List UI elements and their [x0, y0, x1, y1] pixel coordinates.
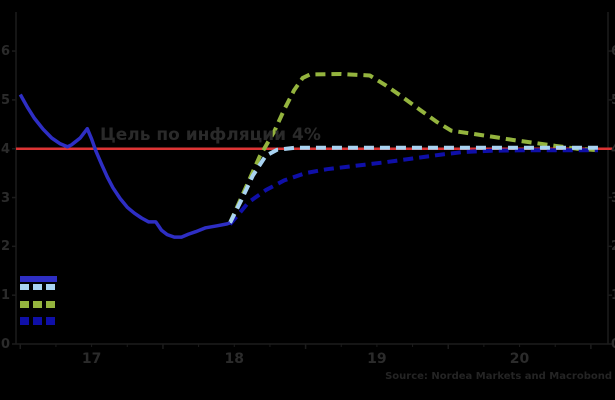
y-tick-label-left: 6 [1, 44, 11, 60]
legend-forecast-light-blue-swatch [20, 284, 57, 290]
legend-forecast-green-swatch [20, 301, 57, 308]
series-forecast-navy-dashed [228, 148, 598, 226]
series-forecast-green-dashed [228, 72, 599, 224]
inflation-target-annotation: Цель по инфляции 4% [100, 125, 321, 145]
x-tick-label-18: 18 [224, 351, 244, 367]
y-tick-label-right: 2 [611, 240, 615, 253]
y-tick-label-right: 1 [611, 289, 615, 302]
legend-forecast-green [20, 301, 63, 308]
series-forecast-light-blue-dashed [228, 145, 598, 224]
y-tick-label-left: 1 [1, 288, 11, 304]
y-tick-label-left: 3 [1, 190, 11, 206]
y-tick-label-right: 3 [611, 192, 615, 205]
y-tick-label-left: 5 [1, 92, 11, 108]
source-attribution: Source: Nordea Markets and Macrobond [385, 371, 612, 382]
legend-forecast-navy-swatch [20, 317, 57, 325]
y-tick-label-left: 0 [1, 337, 11, 352]
legend-actual [20, 276, 63, 282]
x-tick-label-17: 17 [81, 351, 102, 367]
x-tick-label-19: 19 [367, 351, 387, 367]
legend-forecast-navy [20, 317, 63, 325]
y-tick-label-right: 6 [611, 45, 615, 58]
y-tick-label-right: 5 [611, 94, 615, 107]
y-tick-label-right: 0 [611, 338, 615, 351]
y-tick-label-left: 2 [1, 239, 11, 255]
legend-forecast-light-blue [20, 284, 63, 290]
x-tick-label-20: 20 [509, 351, 530, 367]
legend-actual-swatch [20, 276, 57, 282]
y-tick-label-left: 4 [1, 141, 11, 157]
y-tick-label-right: 4 [611, 143, 615, 156]
series-inflation-actual-solid [18, 93, 231, 239]
